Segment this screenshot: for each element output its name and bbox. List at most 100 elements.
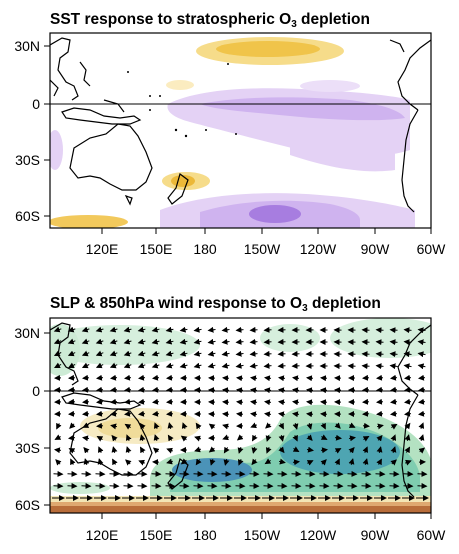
- wind-arrow: [96, 374, 104, 381]
- x-tick-label: 150W: [244, 241, 281, 257]
- wind-arrow: [235, 350, 244, 357]
- wind-arrow: [264, 399, 272, 406]
- wind-arrow: [138, 459, 145, 466]
- wind-arrow: [181, 422, 188, 429]
- wind-arrow: [152, 386, 160, 393]
- wind-arrow: [403, 351, 412, 358]
- wind-arrow: [390, 434, 397, 441]
- wind-arrow: [235, 362, 244, 369]
- wind-arrow: [278, 387, 286, 394]
- wind-arrow: [320, 447, 328, 454]
- wind-arrow: [263, 326, 272, 333]
- wind-arrow: [166, 398, 174, 405]
- y-tick-label: 0: [32, 96, 40, 112]
- panel2-title: SLP & 850hPa wind response to O3 depleti…: [50, 295, 381, 314]
- wind-arrow: [404, 386, 412, 393]
- coastlines: [50, 37, 431, 213]
- wind-arrow: [418, 386, 426, 393]
- x-tick-label: 120W: [300, 527, 337, 543]
- wind-arrow: [278, 422, 284, 430]
- wind-arrow: [277, 362, 286, 369]
- wind-arrow: [389, 327, 398, 334]
- wind-arrow: [96, 436, 104, 442]
- x-tick-label: 180: [193, 241, 217, 257]
- wind-arrow: [55, 459, 62, 466]
- islands: [127, 63, 237, 138]
- wind-arrow: [306, 460, 314, 466]
- wind-arrow: [221, 326, 230, 333]
- wind-arrow: [166, 386, 174, 393]
- wind-arrow: [375, 363, 384, 370]
- wind-arrow: [249, 338, 258, 345]
- wind-arrow: [124, 386, 132, 393]
- wind-arrow: [278, 434, 285, 442]
- wind-arrow: [251, 458, 258, 466]
- wind-arrow: [236, 411, 244, 418]
- wind-arrow: [110, 386, 118, 393]
- wind-arrow: [223, 446, 230, 454]
- wind-arrow: [306, 387, 314, 394]
- wind-arrow: [180, 458, 188, 465]
- wind-arrow: [292, 411, 300, 418]
- wind-arrow: [82, 386, 90, 393]
- wind-arrow: [53, 338, 62, 345]
- panel2-y-axis-labels: 30N 0 30S 60S: [14, 325, 40, 513]
- wind-arrow: [306, 422, 313, 430]
- wind-arrow: [292, 387, 300, 394]
- wind-arrow: [193, 338, 202, 345]
- wind-arrow: [179, 338, 188, 345]
- wind-arrow: [278, 458, 286, 465]
- wind-arrow: [389, 339, 398, 346]
- wind-arrow: [123, 350, 132, 357]
- wind-arrow: [96, 422, 104, 429]
- wind-arrow: [165, 338, 174, 345]
- wind-arrow: [292, 446, 300, 452]
- wind-arrow: [390, 423, 398, 430]
- wind-arrow: [96, 398, 104, 405]
- wind-arrow: [67, 350, 76, 357]
- wind-arrow: [362, 422, 370, 429]
- x-tick-label: 180: [193, 527, 217, 543]
- wind-arrow: [403, 363, 412, 370]
- panel2-x-axis-labels: 120E 150E 180 150W 120W 90W 60W: [86, 527, 447, 543]
- wind-arrow: [208, 446, 216, 453]
- wind-arrow: [112, 458, 118, 466]
- wind-arrow: [348, 446, 355, 454]
- wind-arrow: [110, 398, 118, 405]
- wind-arrow: [334, 422, 341, 429]
- wind-arrow: [194, 446, 202, 453]
- slp-map: [50, 318, 431, 513]
- wind-arrow: [376, 386, 384, 393]
- wind-arrow: [264, 458, 272, 465]
- wind-arrow: [418, 410, 426, 417]
- wind-arrow: [362, 436, 370, 442]
- wind-arrow: [123, 326, 132, 333]
- x-tick-label: 60W: [417, 241, 447, 257]
- wind-arrow: [222, 434, 229, 441]
- wind-arrow: [151, 326, 160, 333]
- wind-arrow: [69, 422, 76, 429]
- wind-arrow: [165, 326, 174, 333]
- panel1-frame: [49, 32, 432, 229]
- panel1-title: SST response to stratospheric O3 depleti…: [50, 11, 370, 30]
- wind-arrow: [250, 422, 257, 429]
- panel2-ticks: [44, 332, 432, 519]
- wind-arrow: [223, 458, 230, 466]
- wind-arrow: [165, 362, 174, 369]
- wind-arrow: [82, 398, 90, 405]
- wind-arrow: [138, 374, 146, 381]
- wind-arrow: [334, 458, 340, 466]
- wind-arrow: [306, 411, 314, 418]
- x-tick-label: 90W: [361, 527, 391, 543]
- wind-arrow: [152, 398, 160, 405]
- wind-arrow: [70, 458, 76, 466]
- x-tick-label: 150E: [140, 241, 173, 257]
- sst-map: [50, 37, 431, 228]
- wind-arrow: [152, 447, 160, 454]
- wind-arrow: [53, 350, 62, 357]
- wind-arrow: [111, 446, 118, 454]
- wind-arrow: [179, 362, 188, 369]
- slp-shading: [50, 318, 431, 513]
- wind-arrow: [263, 338, 272, 345]
